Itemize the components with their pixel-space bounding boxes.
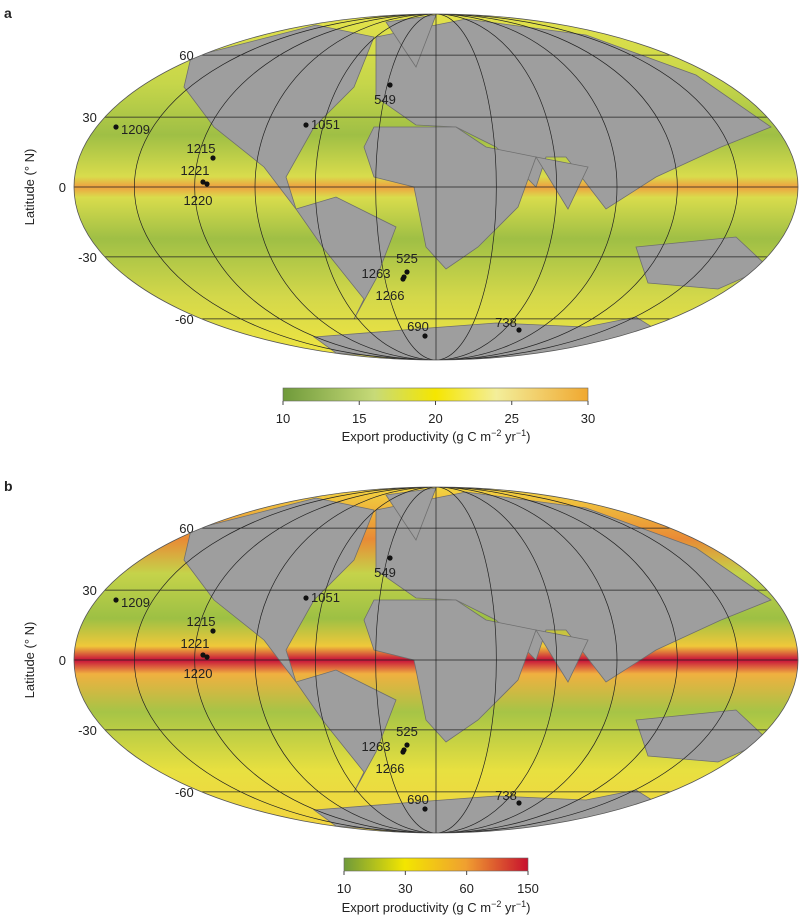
colorbar-tick-label: 10 (337, 881, 351, 896)
site-label: 1220 (184, 193, 213, 208)
site-label: 549 (374, 565, 396, 580)
y-axis-label: Latitude (° N) (22, 622, 37, 699)
colorbar (343, 857, 529, 872)
colorbar-tick-label: 10 (276, 411, 290, 426)
site-marker (387, 555, 393, 561)
site-marker (210, 155, 216, 161)
site-label: 1221 (181, 163, 210, 178)
colorbar (282, 387, 589, 402)
site-marker (404, 269, 410, 275)
panel-label: b (4, 478, 13, 494)
y-tick-label: -30 (78, 723, 97, 738)
site-marker (516, 800, 522, 806)
site-marker (400, 749, 406, 755)
map-body (74, 14, 798, 360)
site-label: 1215 (187, 141, 216, 156)
y-tick-label: 30 (82, 110, 96, 125)
site-marker (400, 276, 406, 282)
map-outline (73, 13, 799, 361)
y-tick-label: 0 (59, 180, 66, 195)
site-label: 738 (495, 788, 517, 803)
panel-label: a (4, 5, 12, 21)
colorbar-label-part: Export productivity (g C m (342, 900, 492, 915)
colorbar-label: Export productivity (g C m−2 yr−1) (342, 899, 531, 915)
y-axis-label: Latitude (° N) (22, 149, 37, 226)
colorbar-label-part: ) (526, 900, 530, 915)
site-marker (303, 122, 309, 128)
site-marker (200, 652, 206, 658)
site-marker (516, 327, 522, 333)
colorbar-label-part: −2 (491, 899, 501, 909)
site-marker (204, 181, 210, 187)
site-marker (113, 124, 119, 130)
y-tick-label: -60 (175, 312, 194, 327)
colorbar-tick-label: 60 (459, 881, 473, 896)
site-label: 1051 (311, 117, 340, 132)
colorbar-tick-label: 30 (398, 881, 412, 896)
colorbar-label-part: ) (526, 429, 530, 444)
colorbar-tick-label: 15 (352, 411, 366, 426)
site-label: 738 (495, 315, 517, 330)
colorbar-label-part: −2 (491, 428, 501, 438)
map: 60 30 0 -30 -60 (59, 486, 799, 834)
map: 60 30 0 -30 -60 (59, 13, 799, 361)
y-tick-label: -60 (175, 785, 194, 800)
site-label: 1266 (376, 288, 405, 303)
y-tick-label: 0 (59, 653, 66, 668)
colorbar-tick-label: 25 (505, 411, 519, 426)
site-marker (113, 597, 119, 603)
y-tick-label: 60 (179, 521, 193, 536)
colorbar-tick-label: 150 (517, 881, 539, 896)
site-label: 1209 (121, 595, 150, 610)
site-marker (210, 628, 216, 634)
colorbar-label-part: −1 (516, 428, 526, 438)
map-panel: b Latitude (° N) 60 30 0 -30 -60 549 1209 1051 121… (4, 478, 799, 915)
site-label: 1221 (181, 636, 210, 651)
map-panel: a Latitude (° N) 60 30 0 -30 -60 549 1209 1051 121… (4, 5, 799, 444)
site-label: 690 (407, 792, 429, 807)
y-tick-label: 30 (82, 583, 96, 598)
map-body (74, 487, 798, 833)
colorbar-label-part: yr (501, 429, 516, 444)
colorbar-label-part: −1 (516, 899, 526, 909)
colorbar-tick-label: 20 (428, 411, 442, 426)
site-label: 549 (374, 92, 396, 107)
site-marker (200, 179, 206, 185)
map-outline (73, 486, 799, 834)
site-marker (387, 82, 393, 88)
site-label: 1220 (184, 666, 213, 681)
site-label: 525 (396, 251, 418, 266)
site-label: 1263 (362, 266, 391, 281)
site-marker (204, 654, 210, 660)
site-label: 1209 (121, 122, 150, 137)
y-tick-label: -30 (78, 250, 97, 265)
site-marker (404, 742, 410, 748)
y-tick-label: 60 (179, 48, 193, 63)
site-marker (422, 333, 428, 339)
site-marker (422, 806, 428, 812)
colorbar-label-part: Export productivity (g C m (342, 429, 492, 444)
site-marker (303, 595, 309, 601)
site-label: 690 (407, 319, 429, 334)
site-label: 1263 (362, 739, 391, 754)
colorbar-label-part: yr (501, 900, 516, 915)
colorbar-tick-label: 30 (581, 411, 595, 426)
site-label: 1051 (311, 590, 340, 605)
colorbar-label: Export productivity (g C m−2 yr−1) (342, 428, 531, 444)
site-label: 525 (396, 724, 418, 739)
site-label: 1266 (376, 761, 405, 776)
site-label: 1215 (187, 614, 216, 629)
